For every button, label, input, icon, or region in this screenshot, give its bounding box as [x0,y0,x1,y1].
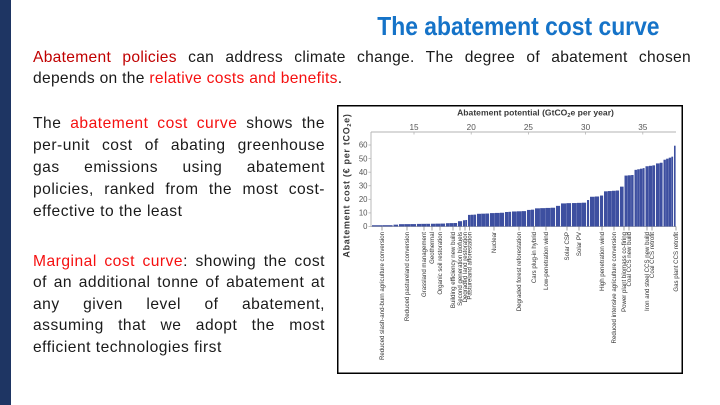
svg-text:Geothermal: Geothermal [429,232,436,264]
svg-text:High penetration wind: High penetration wind [599,232,606,291]
svg-text:Coal CCS new build: Coal CCS new build [626,232,633,287]
svg-text:0: 0 [363,222,368,231]
svg-text:Nuclear: Nuclear [491,232,498,253]
svg-text:Pastureland afforestation: Pastureland afforestation [467,232,474,300]
svg-text:15: 15 [409,123,419,132]
svg-text:35: 35 [638,123,648,132]
svg-text:Reduced intensive agriculture: Reduced intensive agriculture conversion [611,232,618,343]
svg-text:40: 40 [359,168,368,177]
svg-text:Power plant biomass co-firing: Power plant biomass co-firing [621,232,628,312]
svg-text:20: 20 [467,123,477,132]
svg-text:60: 60 [359,141,368,150]
svg-text:Reduced pastureland conversion: Reduced pastureland conversion [404,232,411,321]
svg-text:Iron and steel CCS new build: Iron and steel CCS new build [644,232,651,311]
svg-text:20: 20 [359,195,368,204]
svg-text:Abatement potential (GtCO2e pe: Abatement potential (GtCO2e per year) [457,108,614,120]
svg-text:Gas plant CCS retrofit: Gas plant CCS retrofit [673,232,680,292]
svg-text:Reduced slash-and-burn agricul: Reduced slash-and-burn agriculture conve… [379,232,386,360]
svg-text:Abatement cost (€ per tCO2e): Abatement cost (€ per tCO2e) [342,113,354,257]
svg-text:Coal CCS retrofit: Coal CCS retrofit [649,232,656,278]
svg-text:30: 30 [581,123,591,132]
svg-text:30: 30 [359,181,368,190]
svg-text:Building efficiency new build: Building efficiency new build [450,232,457,308]
svg-text:Grassland management: Grassland management [421,232,428,297]
svg-text:Degraded land restoration: Degraded land restoration [462,232,469,302]
svg-text:25: 25 [524,123,534,132]
svg-text:Organic soil restoration: Organic soil restoration [437,232,444,295]
svg-text:50: 50 [359,154,368,163]
svg-text:Solar PV: Solar PV [576,231,583,256]
svg-text:Cars plug-in hybrid: Cars plug-in hybrid [531,232,538,283]
svg-text:Low-penetration wind: Low-penetration wind [543,232,550,290]
svg-text:10: 10 [359,209,368,218]
svg-text:Degraded forest reforestation: Degraded forest reforestation [516,232,523,311]
svg-text:Solar CSP: Solar CSP [564,232,571,260]
svg-text:Second generation biofuels: Second generation biofuels [457,232,464,306]
